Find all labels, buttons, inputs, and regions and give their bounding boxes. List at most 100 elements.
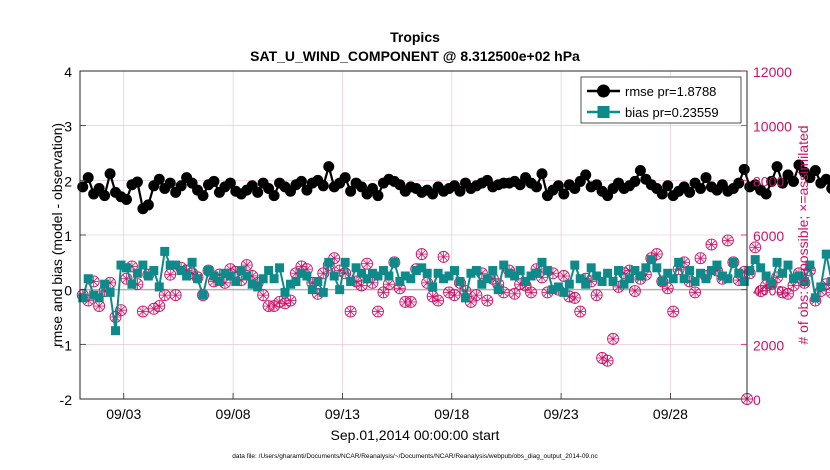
bias-point xyxy=(592,271,602,281)
x-tick-label: 09/28 xyxy=(653,406,688,422)
possible-point xyxy=(749,241,762,254)
bias-point xyxy=(89,290,99,300)
assimilated-point xyxy=(608,333,619,344)
possible-point xyxy=(202,264,215,277)
bias-point xyxy=(160,246,170,256)
y-tick-label: 4 xyxy=(64,64,72,80)
bias-point xyxy=(821,249,830,259)
bias-point xyxy=(756,263,766,273)
bias-point xyxy=(143,271,153,281)
assimilated-point xyxy=(405,296,416,307)
bias-point xyxy=(367,268,377,278)
bias-point xyxy=(548,285,558,295)
legend-marker-bias xyxy=(597,106,610,118)
bias-point xyxy=(324,257,334,267)
bias-point xyxy=(111,326,121,336)
bias-point xyxy=(723,274,733,284)
x-tick-label: 09/23 xyxy=(544,406,579,422)
bias-point xyxy=(614,266,624,276)
assimilated-point xyxy=(575,306,586,317)
bias-point xyxy=(788,274,798,284)
rmse-point xyxy=(372,190,384,202)
assimilated-point xyxy=(362,258,373,269)
rmse-point xyxy=(104,168,116,180)
y2-tick-label: 10000 xyxy=(753,119,792,135)
bias-point xyxy=(619,279,629,289)
bias-point xyxy=(668,274,678,284)
assimilated-point xyxy=(258,290,269,301)
rmse-point xyxy=(268,190,280,202)
bias-point xyxy=(553,282,563,292)
assimilated-point xyxy=(597,353,608,363)
y2-tick-label: 2000 xyxy=(753,337,784,353)
bias-point xyxy=(734,268,744,278)
bias-point xyxy=(799,276,809,286)
possible-point xyxy=(317,267,330,280)
bias-point xyxy=(373,271,383,281)
axis-ticks: -2 -1 0 1 2 3 4 0 2000 4000 6000 8000 10000 12000 09/0… xyxy=(60,64,793,422)
assimilated-point xyxy=(345,306,356,317)
bias-point xyxy=(701,274,711,284)
x-tick-label: 09/18 xyxy=(434,406,469,422)
bias-point xyxy=(504,268,514,278)
rmse-point xyxy=(295,175,307,187)
assimilated-point xyxy=(427,291,438,302)
bias-point xyxy=(712,260,722,270)
bias-point xyxy=(214,276,224,286)
rmse-point xyxy=(77,181,89,193)
possible-point xyxy=(694,252,707,265)
assimilated-point xyxy=(438,251,449,262)
y2-tick-label: 8000 xyxy=(753,173,784,189)
bias-point xyxy=(182,271,192,281)
bias-point xyxy=(657,276,667,286)
data-file-note: data file: /Users/gharamti/Documents/NCA… xyxy=(232,453,598,460)
possible-point xyxy=(240,259,253,272)
assimilated-point xyxy=(750,242,761,253)
y-axis-label: rmse and bias (model - observation) xyxy=(49,123,65,347)
rmse-point xyxy=(454,185,466,197)
bias-point xyxy=(597,276,607,286)
bias-point xyxy=(176,266,186,276)
assimilated-point xyxy=(148,303,159,314)
y2-tick-label: 12000 xyxy=(753,64,792,80)
bias-point xyxy=(362,274,372,284)
bias-point xyxy=(499,260,509,270)
rmse-point xyxy=(175,180,187,192)
bias-point xyxy=(236,266,246,276)
bias-point xyxy=(646,255,656,265)
bias-point xyxy=(575,274,585,284)
bias-point xyxy=(258,274,268,284)
possible-point xyxy=(661,282,674,295)
bias-point xyxy=(652,263,662,273)
bias-point xyxy=(493,285,503,295)
bias-point xyxy=(608,276,618,286)
rmse-point xyxy=(684,186,696,198)
x-tick-label: 09/08 xyxy=(216,406,251,422)
assimilated-point xyxy=(695,253,706,264)
bias-point xyxy=(138,260,148,270)
bias-point xyxy=(460,293,470,303)
rmse-point xyxy=(252,186,264,198)
y2-tick-label: 4000 xyxy=(753,283,784,299)
possible-point xyxy=(169,289,182,302)
rmse-point xyxy=(634,164,646,176)
assimilated-point xyxy=(88,276,99,287)
assimilated-point xyxy=(471,290,482,301)
bias-point xyxy=(220,268,230,278)
bias-point xyxy=(444,271,454,281)
bias-point xyxy=(302,271,312,281)
assimilated-point xyxy=(116,305,127,316)
rmse-point xyxy=(760,188,772,200)
rmse-point xyxy=(629,175,641,187)
assimilated-point xyxy=(94,301,105,312)
possible-point xyxy=(437,250,450,263)
possible-point xyxy=(825,286,830,299)
possible-point xyxy=(667,305,680,318)
bias-point xyxy=(329,271,339,281)
plot-area: -2 -1 0 1 2 3 4 0 2000 4000 6000 8000 10000 12000 09/0… xyxy=(60,64,830,422)
bias-point xyxy=(674,257,684,267)
bias-point xyxy=(466,268,476,278)
x-tick-label: 09/03 xyxy=(106,406,141,422)
assimilated-point xyxy=(826,288,830,297)
bias-point xyxy=(94,293,104,303)
